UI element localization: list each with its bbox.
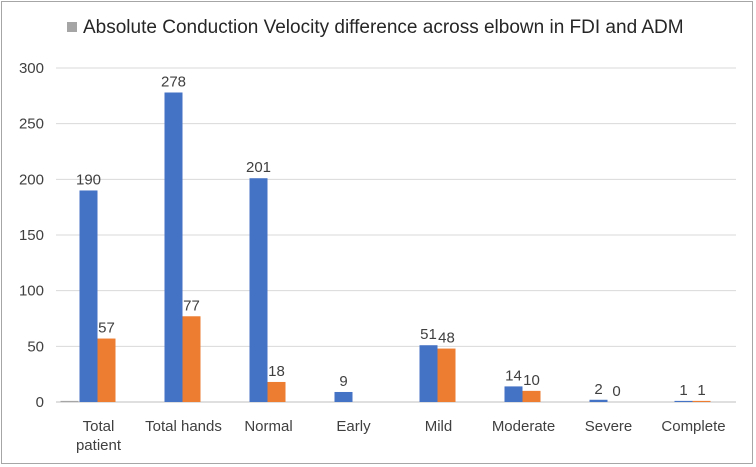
bar bbox=[522, 390, 541, 402]
bar bbox=[182, 316, 201, 402]
data-label: 48 bbox=[438, 330, 455, 347]
x-category-label: Early bbox=[336, 418, 371, 435]
bar bbox=[504, 386, 523, 402]
bar bbox=[419, 345, 438, 402]
data-label: 77 bbox=[183, 297, 200, 314]
bar bbox=[60, 400, 79, 402]
x-category-label: Moderate bbox=[492, 418, 555, 435]
legend-swatch bbox=[67, 22, 77, 32]
bar bbox=[267, 381, 286, 402]
y-tick-label: 250 bbox=[19, 116, 44, 133]
data-label: 0 bbox=[612, 383, 620, 400]
y-tick-label: 50 bbox=[27, 338, 44, 355]
x-category-label: patient bbox=[76, 437, 122, 454]
data-label: 51 bbox=[420, 326, 437, 343]
bar bbox=[589, 399, 608, 402]
legend: Absolute Conduction Velocity difference … bbox=[67, 17, 684, 38]
bar bbox=[97, 338, 116, 402]
data-label: 2 bbox=[594, 381, 602, 398]
data-label: 57 bbox=[98, 320, 115, 337]
data-label: 9 bbox=[339, 373, 347, 390]
x-category-label: Mild bbox=[425, 418, 453, 435]
bar bbox=[437, 348, 456, 402]
grid-lines bbox=[56, 67, 736, 403]
data-label: 190 bbox=[76, 171, 101, 188]
x-category-label: Total bbox=[83, 418, 115, 435]
bar bbox=[79, 190, 98, 402]
bar bbox=[334, 391, 353, 402]
data-label: 201 bbox=[246, 159, 271, 176]
y-tick-label: 150 bbox=[19, 227, 44, 244]
bar bbox=[249, 178, 268, 402]
y-tick-label: 100 bbox=[19, 283, 44, 300]
data-label: 14 bbox=[505, 367, 522, 384]
y-axis: 0 50 100 150 200 250 300 bbox=[19, 60, 44, 411]
x-axis: Total patient Total hands Normal Early Mild Mo… bbox=[76, 418, 726, 454]
bar bbox=[692, 400, 711, 402]
data-labels: 190 278 201 9 51 14 2 1 57 77 18 48 10 0 1 bbox=[76, 73, 706, 400]
x-category-label: Severe bbox=[585, 418, 633, 435]
data-label: 18 bbox=[268, 363, 285, 380]
x-category-label: Normal bbox=[244, 418, 292, 435]
x-category-label: Complete bbox=[661, 418, 725, 435]
bar bbox=[164, 92, 183, 402]
bar bbox=[674, 400, 693, 402]
bars bbox=[60, 92, 711, 402]
x-category-label: Total hands bbox=[145, 418, 222, 435]
y-tick-label: 200 bbox=[19, 171, 44, 188]
y-tick-label: 0 bbox=[36, 394, 44, 411]
chart-title: Absolute Conduction Velocity difference … bbox=[83, 17, 684, 38]
y-tick-label: 300 bbox=[19, 60, 44, 77]
data-label: 1 bbox=[697, 382, 705, 399]
data-label: 278 bbox=[161, 73, 186, 90]
data-label: 10 bbox=[523, 372, 540, 389]
data-label: 1 bbox=[679, 382, 687, 399]
